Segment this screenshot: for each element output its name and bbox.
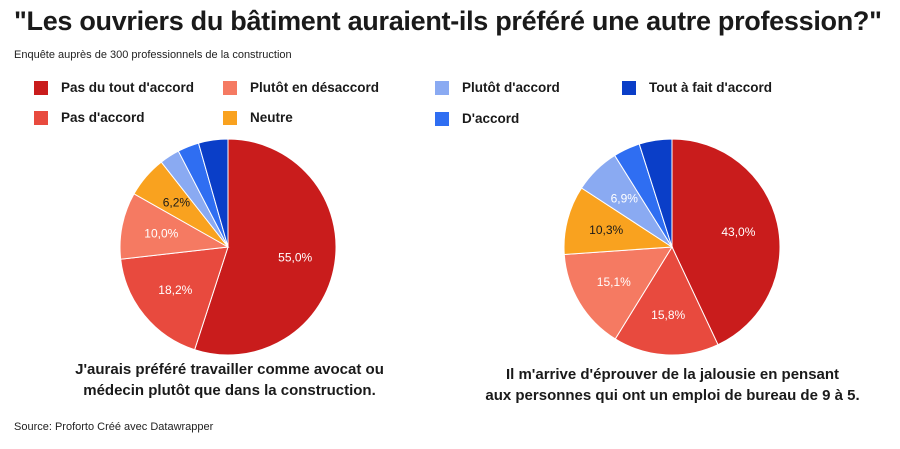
legend-item-neutre: Neutre [223,110,293,125]
pie-value-label: 18,2% [158,283,192,297]
pie-slice-3 [563,246,673,340]
pie-slice-2 [614,245,719,356]
chart-subtitle: Enquête auprès de 300 professionnels de … [14,49,292,61]
legend-swatch [223,80,237,95]
source-note: Source: Proforto Créé avec Datawrapper [14,421,214,433]
legend-swatch [34,80,48,95]
pie-value-label: 6,9% [611,191,639,205]
pie-value-label: 43,0% [721,225,755,239]
pie-slice-4 [563,187,674,255]
caption-line: Il m'arrive d'éprouver de la jalousie en… [505,366,840,383]
pie-slice-7 [638,138,673,248]
legend-label: Neutre [250,110,293,125]
legend-item-plutot-daccord: Plutôt d'accord [435,80,560,95]
legend-swatch [223,110,237,125]
legend-item-daccord: D'accord [435,111,519,126]
pie-chart-1: 55,0% 18,2% 10,0% 6,2% [119,138,337,356]
pie-2-caption: Il m'arrive d'éprouver de la jalousie en… [455,364,890,406]
pie-value-label: 15,8% [651,308,685,322]
pie-slice-1 [193,138,337,356]
legend-label: Plutôt en désaccord [250,80,380,95]
legend-item-plutot-en-desaccord: Plutôt en désaccord [223,80,379,95]
pie-1-caption: J'aurais préféré travailler comme avocat… [37,359,422,401]
chart-title: "Les ouvriers du bâtiment auraient-ils p… [14,6,882,36]
pie-value-label: 6,2% [163,196,191,210]
legend-swatch [435,111,449,126]
legend-swatch [34,110,48,125]
pie-value-label: 55,0% [278,251,312,265]
caption-line: médecin plutôt que dans la construction. [83,382,376,399]
pie-slice-2 [120,246,229,351]
pie-slice-7 [197,138,229,248]
pie-value-label: 10,0% [144,226,178,240]
legend-label: Tout à fait d'accord [649,80,772,95]
caption-line: aux personnes qui ont un emploi de burea… [485,387,860,404]
legend-item-pas-daccord: Pas d'accord [34,110,145,125]
caption-line: J'aurais préféré travailler comme avocat… [75,361,384,378]
legend-label: D'accord [462,111,520,126]
legend-swatch [435,80,449,95]
legend-label: Pas du tout d'accord [61,80,194,95]
pie-value-label: 15,1% [597,275,631,289]
legend-label: Pas d'accord [61,110,145,125]
pie-value-label: 10,3% [589,223,623,237]
pie-slice-1 [671,138,781,346]
legend-item-pas-du-tout-daccord: Pas du tout d'accord [34,80,194,95]
legend-label: Plutôt d'accord [462,80,560,95]
legend-item-tout-a-fait-daccord: Tout à fait d'accord [622,80,772,95]
legend-swatch [622,80,636,95]
pie-chart-2: 43,0% 15,8% 15,1% 10,3% 6,9% [563,138,781,356]
